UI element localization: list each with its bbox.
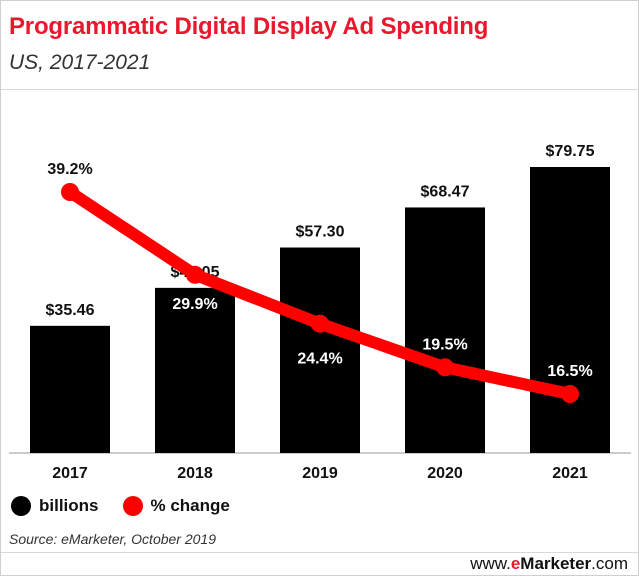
legend-swatch-percent-change xyxy=(122,496,143,516)
percent-point-2021 xyxy=(561,385,579,403)
footer-divider xyxy=(1,552,638,553)
legend-label-percent-change: % change xyxy=(150,496,230,515)
legend-item-percent-change: % change xyxy=(122,496,230,516)
bar-2018 xyxy=(155,287,235,453)
x-tick-label-2021: 2021 xyxy=(552,465,588,482)
percent-point-2017 xyxy=(61,183,79,201)
legend-swatch-billions xyxy=(11,496,31,516)
percent-label-2020: 19.5% xyxy=(422,336,467,353)
x-tick-label-2018: 2018 xyxy=(177,465,213,482)
percent-label-2019: 24.4% xyxy=(297,351,342,368)
bar-value-label-2019: $57.30 xyxy=(296,224,345,241)
percent-label-2021: 16.5% xyxy=(547,363,592,380)
bar-2020 xyxy=(405,207,485,453)
header-divider xyxy=(1,89,638,90)
chart-subtitle: US, 2017-2021 xyxy=(9,51,151,74)
percent-label-2017: 39.2% xyxy=(47,161,92,178)
legend: billions % change xyxy=(11,495,254,517)
bar-2019 xyxy=(280,247,360,453)
source-note: Source: eMarketer, October 2019 xyxy=(9,531,216,547)
chart-title: Programmatic Digital Display Ad Spending xyxy=(9,13,489,40)
bar-2017 xyxy=(30,325,110,453)
bar-value-label-2021: $79.75 xyxy=(546,143,595,160)
bar-value-label-2017: $35.46 xyxy=(46,302,95,319)
bar-value-label-2020: $68.47 xyxy=(421,183,470,200)
brand-prefix: www. xyxy=(470,554,511,573)
brand-e: e xyxy=(510,554,521,573)
x-tick-label-2020: 2020 xyxy=(427,465,463,482)
brand-name: Marketer xyxy=(520,554,592,573)
bar-2021 xyxy=(530,167,610,453)
legend-item-billions: billions xyxy=(11,496,99,516)
brand-suffix: .com xyxy=(591,554,628,573)
x-tick-label-2017: 2017 xyxy=(52,465,88,482)
percent-point-2018 xyxy=(186,265,204,284)
percent-point-2019 xyxy=(311,314,329,333)
legend-label-billions: billions xyxy=(39,496,99,515)
percent-label-2018: 29.9% xyxy=(172,296,217,313)
percent-point-2020 xyxy=(436,358,454,377)
x-tick-label-2019: 2019 xyxy=(302,465,338,482)
brand-logo[interactable]: www.eMarketer.com xyxy=(470,554,628,574)
